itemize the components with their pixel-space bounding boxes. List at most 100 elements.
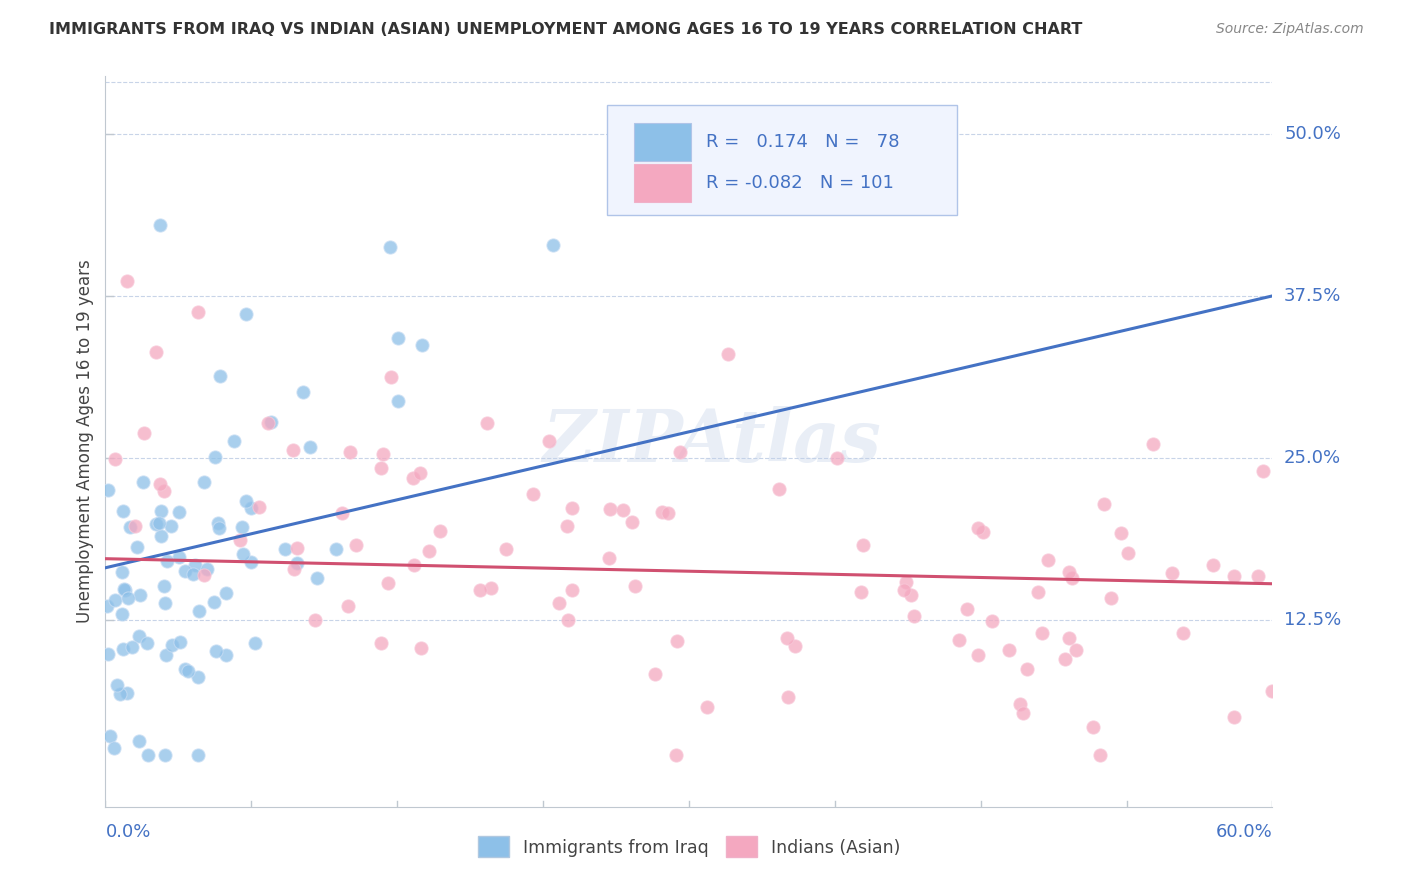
Point bbox=[339, 445, 361, 459]
Point bbox=[325, 542, 347, 557]
Point bbox=[1261, 683, 1284, 698]
Point bbox=[285, 541, 308, 555]
Point bbox=[1358, 703, 1381, 717]
Point bbox=[651, 504, 673, 518]
Point bbox=[149, 477, 172, 491]
Point bbox=[849, 584, 872, 599]
Text: Source: ZipAtlas.com: Source: ZipAtlas.com bbox=[1216, 22, 1364, 37]
Point bbox=[599, 502, 621, 516]
Point bbox=[998, 642, 1021, 657]
Point bbox=[1060, 571, 1083, 585]
FancyBboxPatch shape bbox=[634, 123, 692, 161]
Point bbox=[128, 734, 150, 748]
Point bbox=[149, 218, 172, 232]
Point bbox=[215, 586, 238, 600]
Point bbox=[283, 443, 305, 458]
Point bbox=[152, 484, 174, 499]
Point bbox=[149, 503, 172, 517]
Text: 12.5%: 12.5% bbox=[1284, 610, 1341, 629]
Point bbox=[1031, 625, 1053, 640]
Point bbox=[98, 729, 121, 743]
Point bbox=[768, 483, 790, 497]
Point bbox=[1116, 546, 1139, 560]
Point bbox=[247, 500, 270, 515]
Point bbox=[371, 447, 394, 461]
Point bbox=[129, 588, 152, 602]
Point bbox=[111, 566, 134, 580]
Text: 37.5%: 37.5% bbox=[1284, 287, 1341, 305]
Point bbox=[169, 635, 191, 649]
Point bbox=[1142, 437, 1164, 451]
Point bbox=[783, 640, 806, 654]
Point bbox=[1026, 585, 1049, 599]
Point bbox=[304, 613, 326, 627]
Point bbox=[117, 591, 139, 605]
Text: 0.0%: 0.0% bbox=[105, 822, 150, 841]
Point bbox=[112, 641, 135, 656]
Point bbox=[108, 687, 131, 701]
Point bbox=[967, 521, 990, 535]
Point bbox=[612, 503, 634, 517]
Point bbox=[307, 571, 329, 585]
Point bbox=[187, 748, 209, 763]
Point bbox=[177, 665, 200, 679]
Point bbox=[193, 568, 215, 582]
Point bbox=[188, 604, 211, 618]
Point bbox=[103, 740, 125, 755]
Point bbox=[1099, 591, 1122, 606]
Point bbox=[231, 520, 253, 534]
Point bbox=[548, 596, 571, 610]
Point bbox=[187, 670, 209, 684]
Text: 50.0%: 50.0% bbox=[1284, 125, 1341, 143]
Point bbox=[668, 445, 690, 459]
Point bbox=[235, 307, 257, 321]
Point bbox=[299, 440, 322, 454]
Point bbox=[409, 467, 432, 481]
Point bbox=[187, 305, 209, 319]
Point bbox=[114, 582, 136, 597]
Point bbox=[948, 632, 970, 647]
Point bbox=[1054, 652, 1077, 666]
Point bbox=[287, 556, 309, 570]
Y-axis label: Unemployment Among Ages 16 to 19 years: Unemployment Among Ages 16 to 19 years bbox=[76, 260, 94, 624]
Point bbox=[132, 425, 155, 440]
Point bbox=[377, 576, 399, 591]
Point bbox=[110, 607, 132, 621]
Point bbox=[215, 648, 238, 662]
Point bbox=[387, 393, 409, 408]
Point bbox=[204, 450, 226, 465]
Point bbox=[402, 470, 425, 484]
Point bbox=[205, 643, 228, 657]
Point bbox=[967, 648, 990, 663]
Point bbox=[145, 516, 167, 531]
Point bbox=[148, 516, 170, 530]
Point bbox=[1171, 625, 1194, 640]
Point bbox=[155, 748, 177, 763]
Point bbox=[1015, 662, 1038, 676]
Point bbox=[195, 561, 218, 575]
Point bbox=[202, 595, 225, 609]
Point bbox=[121, 640, 143, 654]
Point bbox=[956, 601, 979, 615]
Point bbox=[235, 494, 257, 508]
Point bbox=[644, 667, 666, 681]
Point bbox=[193, 475, 215, 490]
Point bbox=[132, 475, 155, 489]
Point bbox=[404, 558, 426, 572]
Point bbox=[894, 575, 917, 590]
Point bbox=[112, 582, 135, 597]
Point bbox=[624, 579, 647, 593]
Point bbox=[717, 347, 740, 361]
Point bbox=[370, 461, 392, 475]
Point bbox=[222, 434, 245, 449]
Point bbox=[972, 525, 994, 540]
Point bbox=[418, 544, 440, 558]
Point bbox=[160, 519, 183, 533]
Point bbox=[160, 638, 183, 652]
Point bbox=[893, 582, 915, 597]
Point bbox=[980, 614, 1002, 628]
Point bbox=[522, 487, 544, 501]
Text: 60.0%: 60.0% bbox=[1216, 822, 1272, 841]
Point bbox=[1066, 643, 1088, 657]
Point bbox=[657, 507, 679, 521]
